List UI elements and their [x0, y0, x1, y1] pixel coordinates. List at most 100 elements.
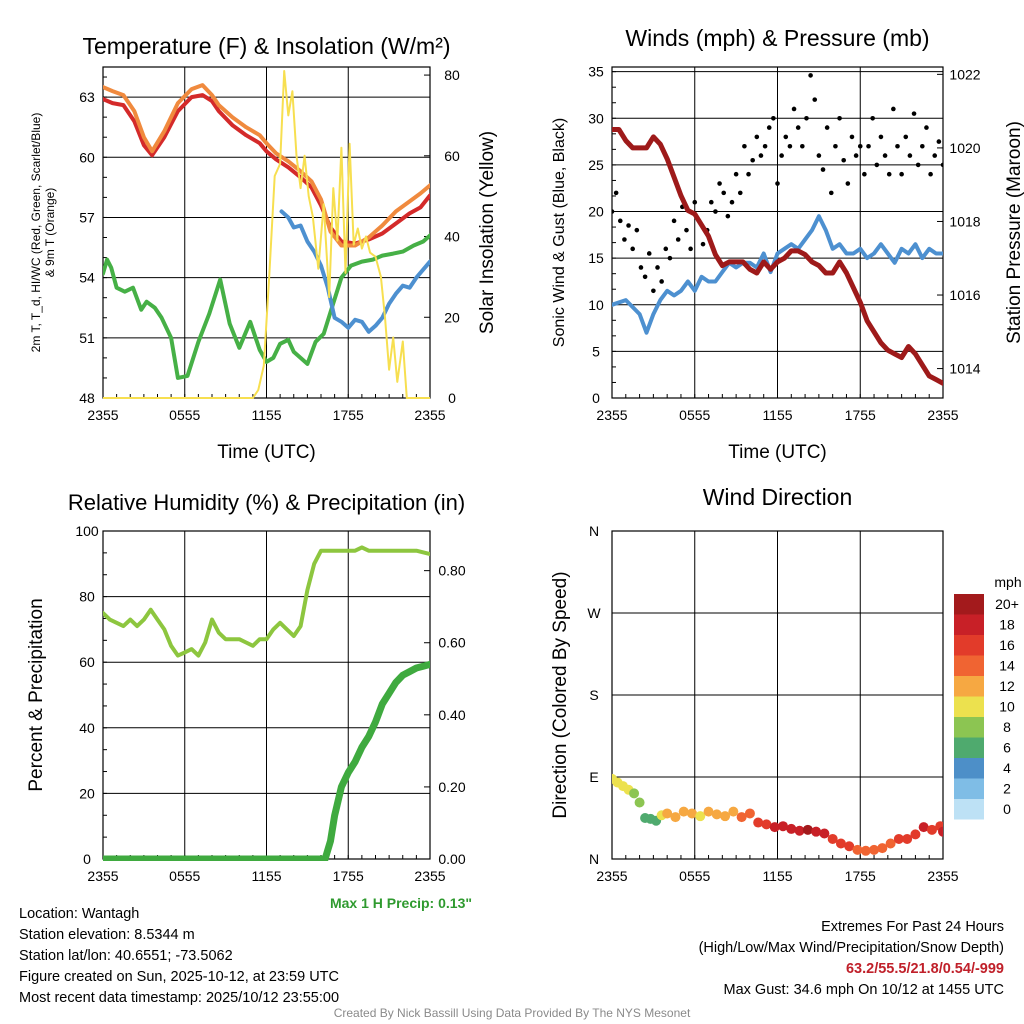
x-tick-label: 2355	[596, 407, 627, 423]
x-tick-label: 1755	[333, 868, 364, 884]
x-tick-label: 1155	[251, 868, 281, 884]
direction-point	[744, 808, 755, 819]
y-tick-label: 57	[79, 209, 95, 225]
legend-swatch	[954, 594, 984, 615]
direction-point	[678, 806, 689, 817]
gust-point	[692, 199, 698, 205]
gust-point	[849, 134, 855, 140]
gust-point	[800, 143, 805, 149]
gust-point	[795, 125, 801, 130]
gust-point	[828, 190, 834, 196]
series-precipitation	[103, 660, 430, 861]
gust-point	[754, 134, 760, 140]
series-solar-insolation	[103, 70, 430, 399]
gust-point	[891, 106, 896, 112]
gust-point	[733, 171, 739, 177]
direction-point	[786, 823, 797, 834]
gust-point	[612, 209, 615, 214]
direction-point	[902, 833, 913, 844]
legend-label: 4	[1003, 760, 1011, 776]
gust-point	[638, 265, 644, 270]
gust-point	[655, 265, 660, 270]
y-tick-label: 40	[79, 720, 95, 736]
gust-point	[866, 143, 871, 149]
station-latlon: Station lat/lon: 40.6551; -73.5062	[19, 948, 233, 964]
gust-point	[870, 115, 875, 121]
legend-swatch	[954, 778, 984, 799]
direction-point	[629, 788, 640, 799]
extremes-info: Extremes For Past 24 Hours (High/Low/Max…	[699, 917, 1004, 1001]
direction-point	[769, 822, 780, 833]
y2-tick-label: 1022	[949, 66, 980, 82]
gust-point	[936, 139, 942, 144]
gust-point	[737, 190, 743, 196]
chart-title: Relative Humidity (%) & Precipitation (i…	[68, 490, 465, 515]
legend-swatch	[954, 758, 984, 779]
y2-tick-label: 60	[444, 148, 460, 164]
gust-point	[915, 162, 921, 168]
y-tick-label: 0	[83, 851, 91, 867]
gust-point	[729, 199, 735, 205]
series-relative-humidity	[103, 545, 430, 658]
gust-point	[721, 190, 727, 196]
direction-point	[802, 824, 813, 835]
y-tick-label: E	[589, 769, 598, 785]
gust-point	[907, 153, 913, 158]
y-tick-label: 60	[79, 149, 95, 165]
direction-point	[711, 809, 722, 820]
x-tick-label: 0555	[169, 868, 200, 884]
max-gust: Max Gust: 34.6 mph On 10/12 at 1455 UTC	[723, 982, 1004, 998]
extremes-subtitle: (High/Low/Max Wind/Precipitation/Snow De…	[698, 940, 1004, 956]
direction-point	[860, 845, 871, 856]
x-tick-label: 1155	[762, 868, 792, 884]
legend-swatch	[954, 614, 984, 635]
direction-point	[910, 829, 921, 840]
plot-area	[612, 73, 943, 386]
gust-point	[684, 227, 689, 233]
y-tick-label: 20	[79, 785, 95, 801]
direction-point	[844, 841, 855, 852]
y2-tick-label: 0.20	[438, 779, 465, 795]
direction-point	[938, 826, 943, 837]
series-hi-wc	[279, 209, 430, 334]
chart-title: Wind Direction	[703, 484, 853, 510]
series-2m-t	[103, 93, 430, 246]
y-tick-label: S	[589, 687, 598, 703]
legend-title: mph	[994, 574, 1021, 590]
y-tick-label: W	[587, 605, 601, 621]
figure-created: Figure created on Sun, 2025-10-12, at 23…	[19, 969, 339, 985]
gust-point	[899, 171, 904, 177]
x-tick-label: 2355	[596, 868, 627, 884]
x-tick-label: 1755	[845, 407, 876, 423]
y-tick-label: 63	[79, 89, 95, 105]
station-elevation: Station elevation: 8.5344 m	[19, 927, 195, 943]
gust-point	[709, 199, 714, 205]
y-tick-label: 25	[588, 157, 604, 173]
y-tick-label: 35	[588, 64, 604, 80]
gust-point	[837, 115, 842, 121]
legend-label: 16	[999, 637, 1015, 653]
y-tick-label: 20	[588, 204, 604, 220]
legend-swatch	[954, 676, 984, 697]
legend-swatch	[954, 635, 984, 656]
gust-point	[750, 157, 755, 163]
legend-swatch	[954, 717, 984, 738]
x-axis-label: Time (UTC)	[217, 442, 316, 463]
gust-point	[787, 143, 793, 149]
gust-point	[857, 143, 863, 149]
x-tick-label: 0555	[169, 407, 200, 423]
gust-point	[824, 125, 830, 130]
gust-point	[882, 153, 888, 158]
y2-tick-label: 80	[444, 67, 460, 83]
direction-point	[869, 844, 880, 855]
gust-point	[779, 153, 784, 158]
gust-point	[746, 171, 751, 177]
gust-point	[940, 162, 943, 168]
gust-point	[886, 171, 892, 177]
gust-point	[820, 167, 826, 172]
x-tick-label: 0555	[679, 868, 710, 884]
legend-label: 20+	[995, 596, 1019, 612]
x-tick-label: 2355	[927, 407, 958, 423]
direction-point	[634, 797, 645, 808]
